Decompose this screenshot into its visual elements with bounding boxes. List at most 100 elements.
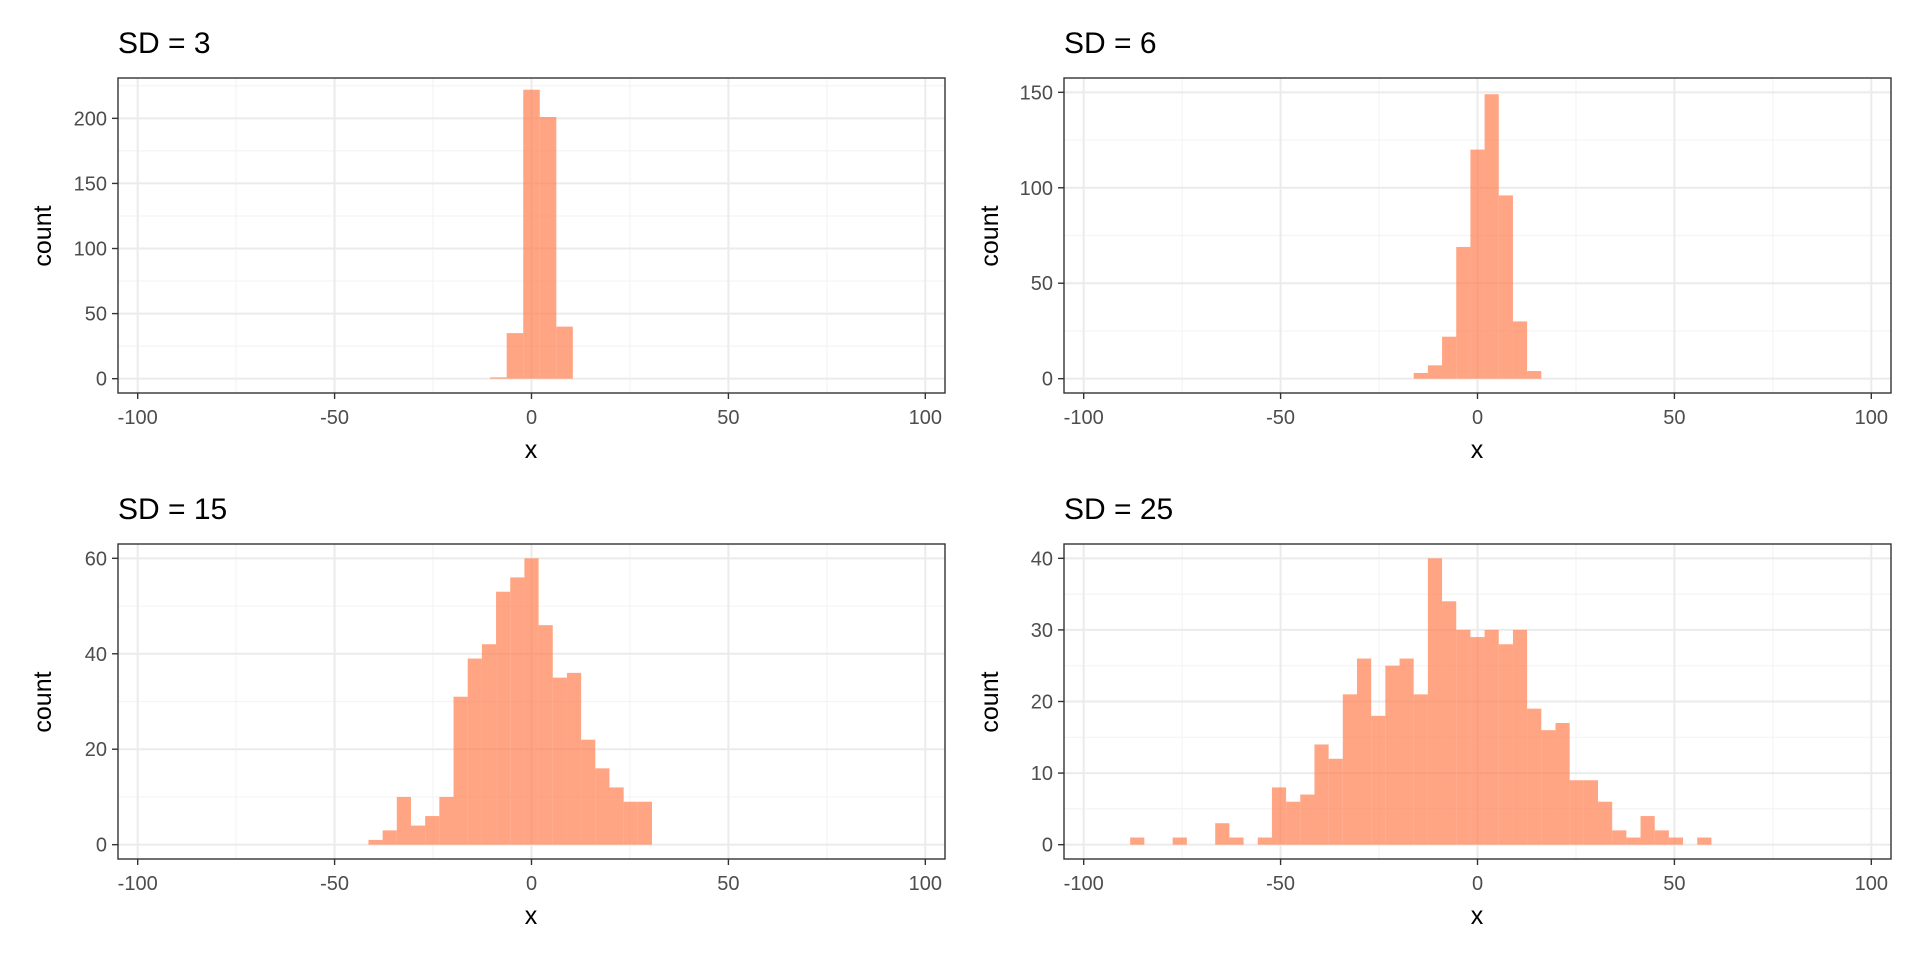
histogram-bar — [1442, 336, 1457, 379]
histogram-bar — [1512, 629, 1528, 845]
histogram-bar — [609, 787, 624, 845]
histogram-bar — [524, 558, 539, 845]
histogram-bars — [1130, 558, 1712, 845]
x-axis-title: x — [1471, 902, 1484, 930]
y-tick-label: 20 — [1031, 692, 1053, 714]
y-tick-label: 0 — [96, 835, 107, 857]
histogram-bar — [1484, 629, 1499, 845]
panel-sd-25: SD = 25 x count -100 -50 0 50 100 0 10 20 30 40 — [976, 493, 1892, 930]
histogram-bar — [1286, 801, 1301, 845]
histogram-bar — [1356, 658, 1372, 845]
histogram-bar — [1569, 780, 1584, 845]
y-tick-label: 30 — [1031, 620, 1053, 642]
histogram-bar — [1427, 365, 1443, 379]
histogram-bar — [1442, 601, 1457, 845]
y-tick-label: 50 — [1031, 273, 1053, 295]
histogram-bar — [637, 801, 653, 845]
histogram-bar — [1215, 823, 1230, 845]
x-tick-label: 50 — [1663, 873, 1685, 895]
x-axis: -100 -50 0 50 100 — [1064, 859, 1888, 895]
x-axis-title: x — [525, 902, 538, 930]
y-tick-label: 0 — [1042, 369, 1053, 391]
panel-sd-15: SD = 15 x count -100 -50 0 50 100 0 20 40 60 — [29, 493, 946, 930]
y-tick-label: 100 — [1020, 178, 1053, 200]
y-tick-label: 40 — [85, 644, 107, 666]
histogram-bar — [1498, 644, 1513, 845]
histogram-bar — [1541, 730, 1556, 845]
histogram-bar — [539, 117, 557, 379]
histogram-bar — [566, 672, 582, 845]
histogram-bar — [1342, 694, 1357, 845]
histogram-bar — [1371, 715, 1386, 845]
histogram-bar — [1427, 558, 1443, 845]
histogram-bar — [1555, 722, 1570, 845]
histogram-bar — [523, 89, 540, 379]
x-axis: -100 -50 0 50 100 — [1064, 393, 1888, 429]
histogram-bar — [382, 830, 397, 845]
y-tick-label: 150 — [1020, 82, 1053, 104]
x-tick-label: -50 — [320, 407, 349, 429]
histogram-bar — [1498, 195, 1513, 379]
histogram-bars — [490, 89, 573, 379]
x-tick-label: 100 — [1855, 407, 1888, 429]
x-axis: -100 -50 0 50 100 — [118, 393, 942, 429]
histogram-bars — [368, 558, 653, 845]
panel-title: SD = 25 — [1064, 493, 1173, 526]
histogram-bar — [538, 625, 553, 845]
x-tick-label: -50 — [1266, 407, 1295, 429]
histogram-bar — [1654, 830, 1669, 845]
x-tick-label: 0 — [1472, 407, 1483, 429]
histogram-bar — [1456, 629, 1471, 845]
histogram-bar — [481, 644, 497, 845]
panel-title: SD = 6 — [1064, 27, 1157, 60]
y-tick-label: 150 — [74, 173, 107, 195]
y-axis: 0 50 100 150 — [1020, 82, 1064, 391]
histogram-bar — [1598, 801, 1613, 845]
histogram-bar — [1470, 637, 1485, 845]
x-tick-label: -100 — [1064, 407, 1104, 429]
histogram-bar — [490, 377, 507, 379]
histogram-bar — [552, 677, 567, 845]
y-tick-label: 20 — [85, 739, 107, 761]
y-tick-label: 200 — [74, 108, 107, 130]
x-tick-label: 100 — [909, 407, 942, 429]
histogram-bar — [1626, 837, 1641, 845]
histogram-bar — [1413, 372, 1428, 379]
histogram-bar — [1172, 837, 1187, 845]
x-tick-label: -100 — [1064, 873, 1104, 895]
histogram-bar — [1300, 794, 1315, 845]
y-tick-label: 0 — [1042, 835, 1053, 857]
histogram-bar — [1527, 708, 1542, 845]
panel-sd-6: SD = 6 x count -100 -50 0 50 100 0 50 100 150 — [976, 27, 1892, 464]
histogram-bar — [1399, 658, 1414, 845]
x-tick-label: 0 — [1472, 873, 1483, 895]
panel-sd-3: SD = 3 x count -100 -50 0 50 100 0 50 100 150 200 — [29, 27, 946, 464]
histogram-bar — [1130, 837, 1145, 845]
x-axis: -100 -50 0 50 100 — [118, 859, 942, 895]
y-tick-label: 100 — [74, 239, 107, 261]
histogram-bar — [1612, 830, 1627, 845]
x-tick-label: -50 — [320, 873, 349, 895]
histogram-bar — [496, 591, 511, 845]
histogram-bar — [1527, 371, 1542, 379]
histogram-bar — [1470, 149, 1485, 379]
x-tick-label: 50 — [717, 407, 739, 429]
y-axis: 0 10 20 30 40 — [1031, 548, 1064, 857]
histogram-bar — [1413, 694, 1428, 845]
histogram-bar — [467, 658, 482, 845]
x-tick-label: 100 — [1855, 873, 1888, 895]
histogram-bar — [1583, 780, 1599, 845]
histogram-bar — [1697, 837, 1712, 845]
histogram-bar — [1512, 321, 1528, 379]
histogram-bar — [1257, 837, 1272, 845]
y-axis-title: count — [976, 671, 1004, 732]
y-tick-label: 50 — [85, 304, 107, 326]
panel-title: SD = 15 — [118, 493, 227, 526]
histogram-bar — [453, 696, 468, 845]
y-tick-label: 0 — [96, 369, 107, 391]
histogram-bar — [396, 796, 411, 845]
y-axis-title: count — [29, 671, 57, 732]
histogram-bar — [581, 739, 596, 845]
